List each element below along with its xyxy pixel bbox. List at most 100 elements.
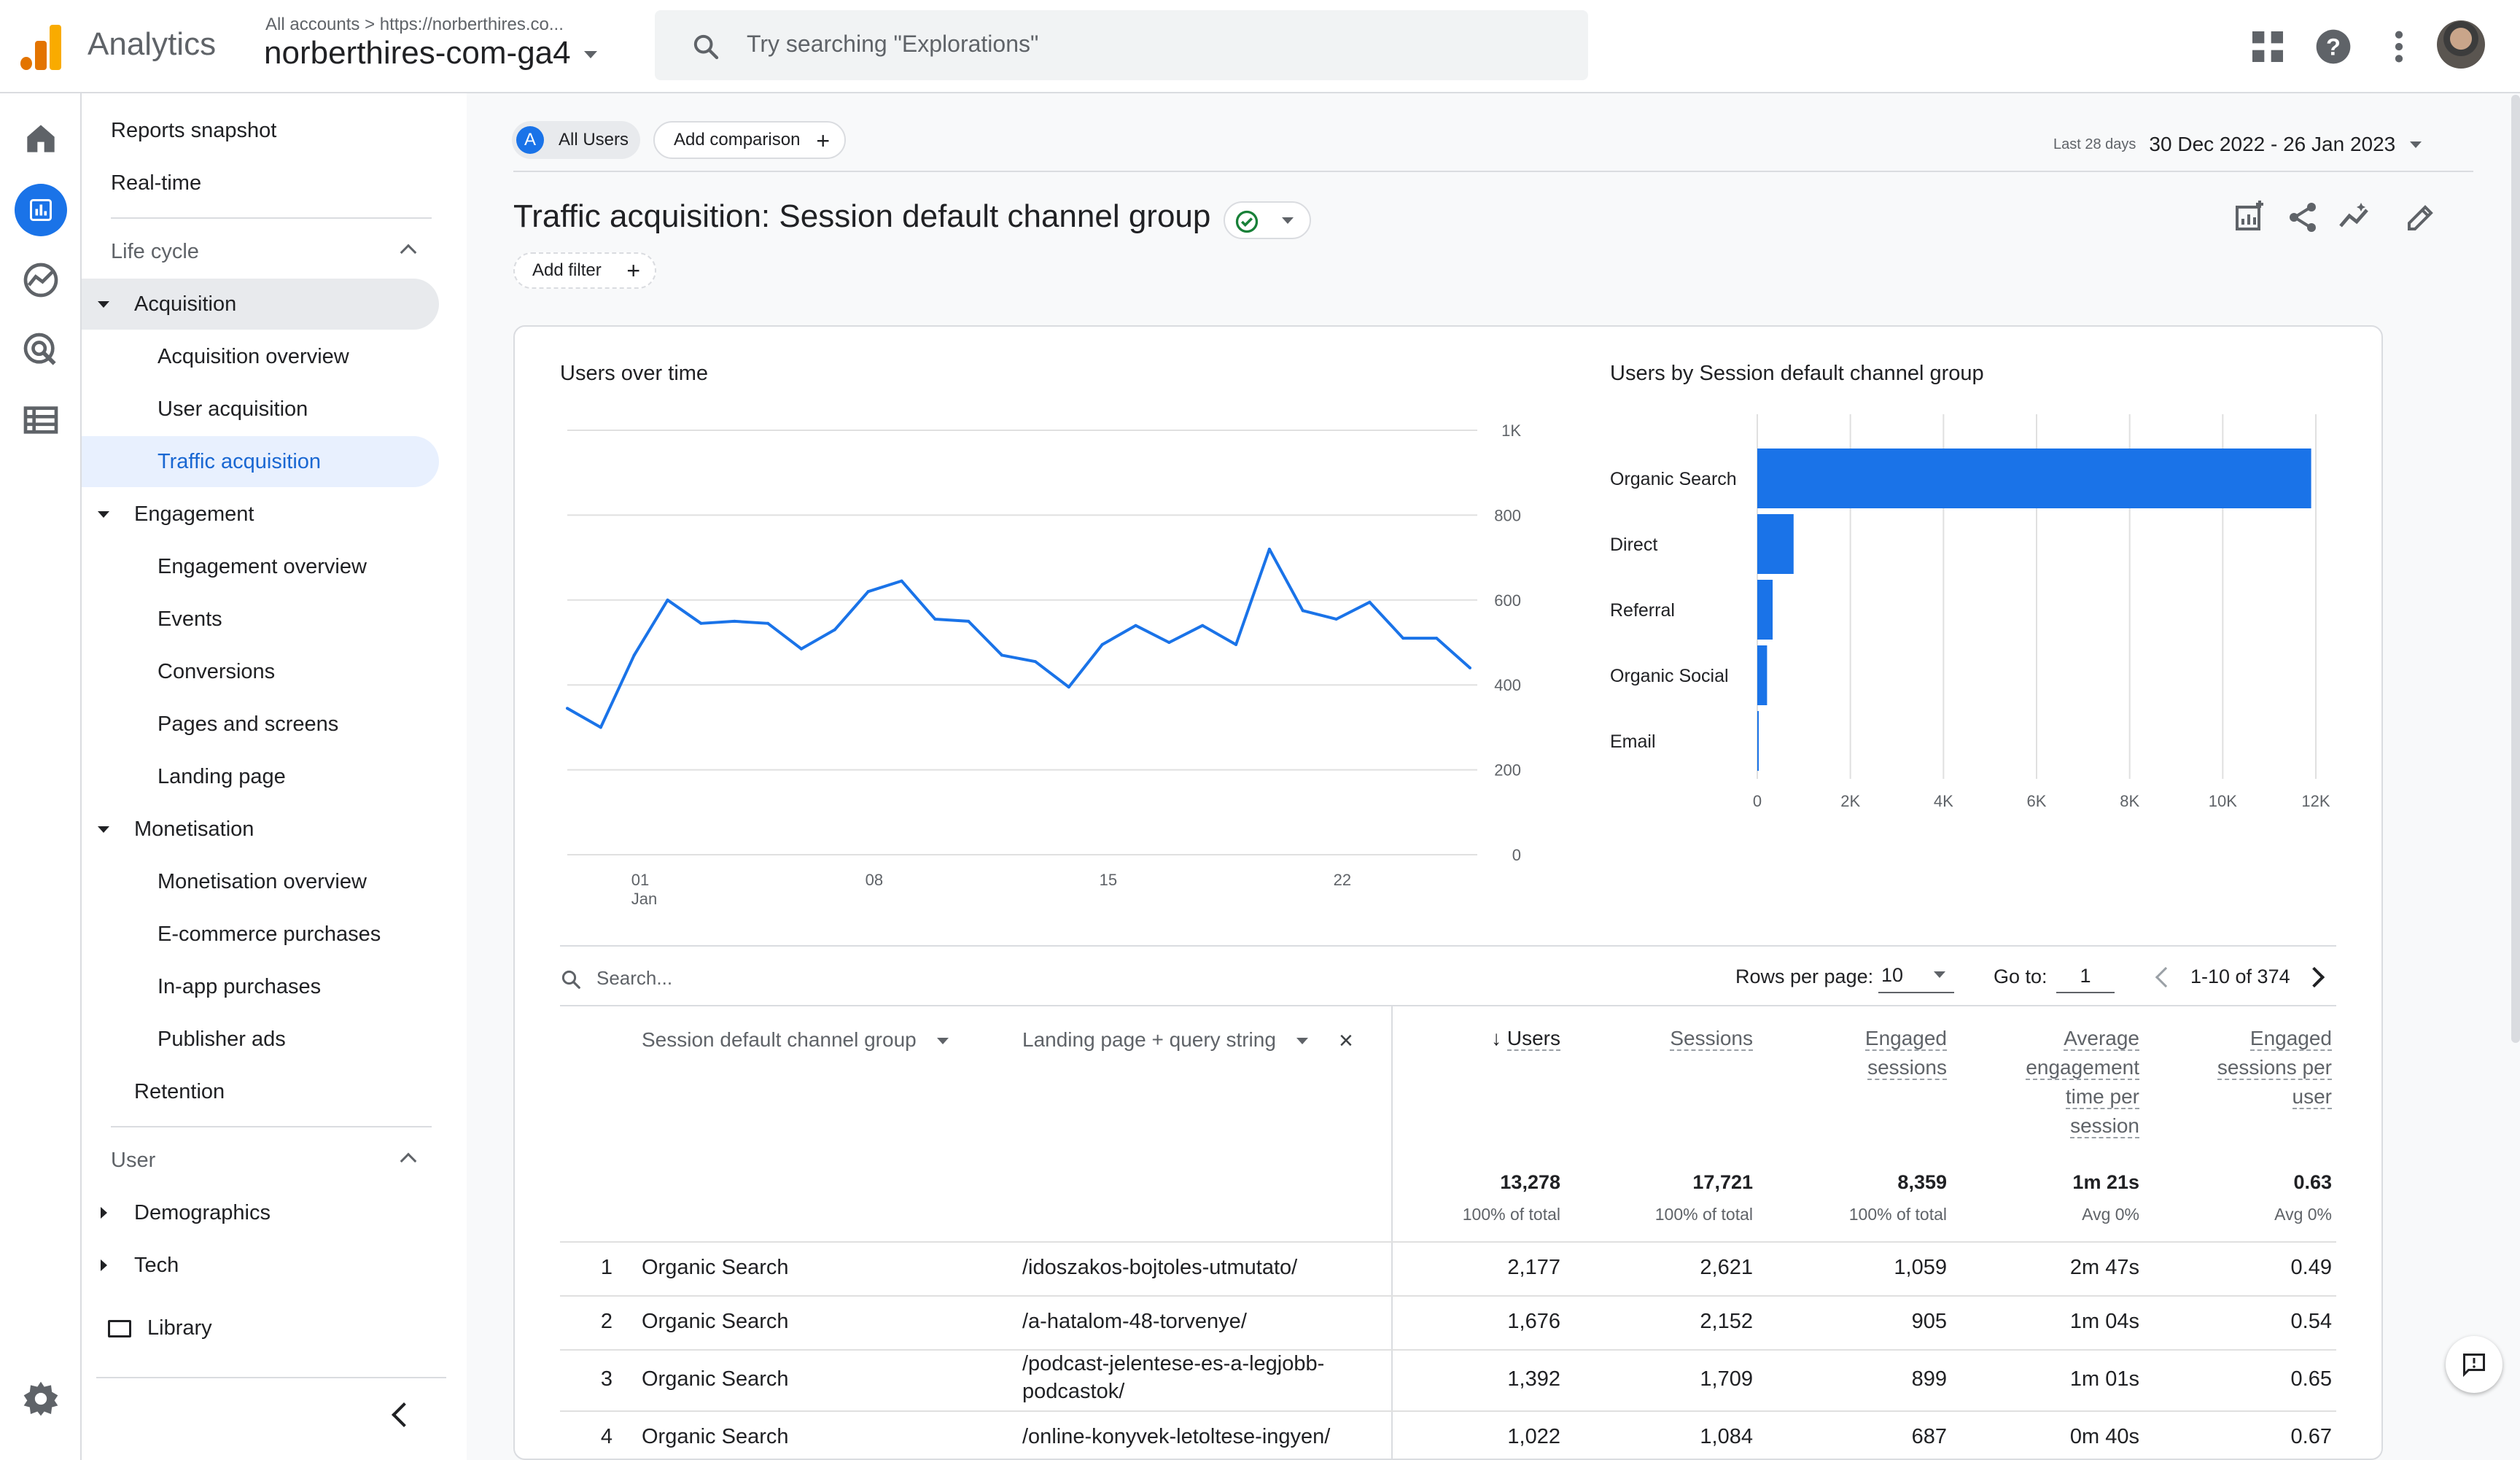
- x-tick-label: 4K: [1934, 792, 1953, 810]
- metric-header-users[interactable]: ↓ Users: [1451, 1024, 1560, 1053]
- share-icon[interactable]: [2285, 200, 2320, 235]
- metric-header-sessions[interactable]: Sessions: [1614, 1024, 1753, 1053]
- nav-acquisition[interactable]: Acquisition: [82, 279, 439, 330]
- nav-label: Engagement: [134, 502, 254, 526]
- nav-reports-snapshot[interactable]: Reports snapshot: [82, 105, 439, 156]
- nav-pages-and-screens[interactable]: Pages and screens: [82, 699, 439, 750]
- report-status-chip[interactable]: [1224, 201, 1311, 239]
- metric-label: time per: [2065, 1085, 2139, 1109]
- edit-pencil-icon[interactable]: [2403, 200, 2438, 235]
- nav-ecommerce-purchases[interactable]: E-commerce purchases: [82, 909, 439, 960]
- nav-realtime[interactable]: Real-time: [82, 158, 439, 209]
- row-number: 3: [600, 1367, 612, 1391]
- analytics-logo[interactable]: [20, 23, 61, 70]
- users-over-time-chart[interactable]: 0 200 400 600 800 1K 01 Jan 08 15 22: [554, 408, 1531, 919]
- x-tick-label: 22: [1334, 871, 1351, 889]
- add-filter-button[interactable]: Add filter +: [513, 252, 656, 289]
- category-label: Referral: [1610, 600, 1675, 621]
- cell-landing-page: /podcast-jelentese-es-a-legjobb-: [1022, 1352, 1325, 1375]
- metric-label: sessions per: [2217, 1056, 2332, 1080]
- page-scrollbar[interactable]: [2511, 95, 2520, 1043]
- data-point: [866, 590, 870, 594]
- nav-demographics[interactable]: Demographics: [82, 1187, 439, 1238]
- metric-header-avg-engagement-time[interactable]: Average engagement time per session: [2001, 1024, 2139, 1141]
- toolbar-divider: [513, 171, 2473, 172]
- nav-conversions[interactable]: Conversions: [82, 646, 439, 697]
- goto-input[interactable]: 1: [2056, 961, 2115, 993]
- segment-chip-all-users[interactable]: A All Users: [512, 121, 640, 159]
- home-icon[interactable]: [20, 118, 61, 159]
- segment-label: All Users: [559, 130, 629, 150]
- nav-publisher-ads[interactable]: Publisher ads: [82, 1014, 439, 1065]
- nav-user-acquisition[interactable]: User acquisition: [82, 384, 439, 435]
- total-engaged-sub: 100% of total: [1848, 1205, 1947, 1224]
- collapse-nav-icon[interactable]: [392, 1402, 416, 1427]
- cell-engaged-sessions: 899: [1911, 1367, 1947, 1391]
- nav-retention[interactable]: Retention: [82, 1066, 439, 1117]
- data-point: [599, 726, 602, 729]
- help-icon[interactable]: ?: [2313, 26, 2354, 67]
- nav-monetisation[interactable]: Monetisation: [82, 804, 439, 855]
- cell-landing-page: /idoszakos-bojtoles-utmutato/: [1022, 1256, 1298, 1279]
- search-bar[interactable]: Try searching "Explorations": [655, 10, 1588, 80]
- metric-header-engaged-sessions[interactable]: Engaged sessions: [1808, 1024, 1947, 1082]
- customize-report-icon[interactable]: [2233, 200, 2268, 235]
- data-point: [766, 621, 770, 625]
- section-label: User: [111, 1148, 156, 1172]
- property-selector[interactable]: norberthires-com-ga4: [264, 35, 597, 71]
- date-range-picker[interactable]: Last 28 days 30 Dec 2022 - 26 Jan 2023: [2053, 130, 2422, 159]
- nav-traffic-acquisition[interactable]: Traffic acquisition: [82, 436, 439, 487]
- nav-tech[interactable]: Tech: [82, 1240, 439, 1291]
- settings-gear-icon[interactable]: [20, 1378, 61, 1419]
- configure-list-icon[interactable]: [20, 400, 61, 440]
- data-point: [933, 617, 937, 621]
- nav-acquisition-overview[interactable]: Acquisition overview: [82, 331, 439, 382]
- nav-label: Monetisation overview: [158, 869, 367, 893]
- caret-down-icon: [936, 1038, 949, 1045]
- rows-per-page-select[interactable]: 10: [1878, 961, 1954, 993]
- cell-users: 1,392: [1507, 1367, 1560, 1391]
- cell-sessions: 2,621: [1700, 1256, 1753, 1279]
- data-point: [833, 628, 836, 632]
- left-rail: [0, 93, 82, 1460]
- table-row[interactable]: [560, 1410, 2336, 1460]
- data-point: [1000, 653, 1004, 657]
- insights-icon[interactable]: [2338, 200, 2373, 235]
- table-row[interactable]: [560, 1295, 2336, 1349]
- nav-events[interactable]: Events: [82, 594, 439, 645]
- table-row[interactable]: [560, 1349, 2336, 1410]
- nav-section-user[interactable]: User: [82, 1135, 439, 1186]
- nav-landing-page[interactable]: Landing page: [82, 751, 439, 802]
- data-point: [1134, 624, 1138, 627]
- nav-library[interactable]: Library: [82, 1302, 439, 1354]
- cell-avg-time: 1m 04s: [2069, 1310, 2139, 1333]
- dim1-header[interactable]: Session default channel group: [642, 1028, 949, 1052]
- users-by-channel-chart[interactable]: 0 2K 4K 6K 8K 10K 12K Organic Search Direct Refer…: [1604, 408, 2333, 846]
- y-tick-label: 800: [1494, 506, 1521, 524]
- cell-sessions: 1,084: [1700, 1425, 1753, 1448]
- feedback-button[interactable]: [2446, 1336, 2502, 1393]
- nav-engagement-overview[interactable]: Engagement overview: [82, 541, 439, 592]
- metric-label: user: [2292, 1085, 2332, 1109]
- apps-grid-icon[interactable]: [2247, 26, 2288, 67]
- explore-icon[interactable]: [20, 260, 61, 300]
- avatar[interactable]: [2437, 20, 2485, 69]
- metric-header-engaged-per-user[interactable]: Engaged sessions per user: [2180, 1024, 2332, 1111]
- bar: [1757, 514, 1794, 574]
- nav-label: Traffic acquisition: [158, 449, 322, 473]
- table-search-input[interactable]: Search...: [596, 967, 673, 989]
- table-row[interactable]: [560, 1241, 2336, 1295]
- breadcrumb[interactable]: All accounts > https://norberthires.co..…: [265, 15, 564, 34]
- app-name: Analytics: [88, 26, 217, 62]
- advertising-icon[interactable]: [20, 330, 61, 370]
- more-vert-icon[interactable]: [2379, 26, 2419, 67]
- nav-monetisation-overview[interactable]: Monetisation overview: [82, 856, 439, 907]
- dim2-header[interactable]: Landing page + query string: [1022, 1028, 1308, 1052]
- remove-dimension-close-icon[interactable]: ×: [1339, 1027, 1353, 1055]
- nav-inapp-purchases[interactable]: In-app purchases: [82, 961, 439, 1012]
- reports-icon[interactable]: [15, 184, 67, 236]
- nav-engagement[interactable]: Engagement: [82, 489, 439, 540]
- nav-section-lifecycle[interactable]: Life cycle: [82, 226, 439, 277]
- page-title: Traffic acquisition: Session default cha…: [513, 198, 1211, 234]
- add-comparison-button[interactable]: Add comparison +: [653, 121, 846, 159]
